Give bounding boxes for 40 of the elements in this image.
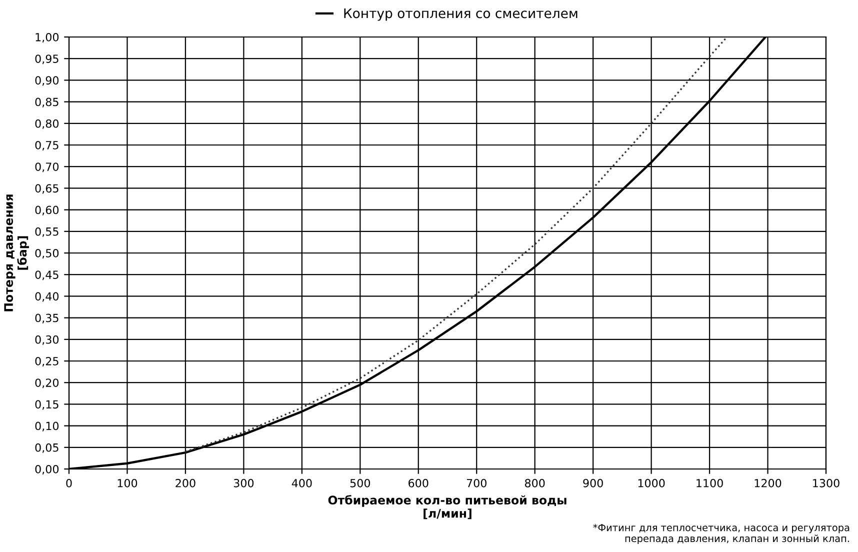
legend-label: Контур отопления со смесителем [344, 8, 578, 21]
y-tick-label: 0,05 [35, 443, 58, 453]
y-tick-label: 0,75 [35, 140, 58, 151]
x-tick-label: 1000 [638, 478, 665, 488]
y-tick-label: 0,40 [35, 292, 59, 302]
y-tick-label: 0,90 [35, 76, 59, 86]
y-tick-label: 0,30 [35, 335, 59, 345]
x-tick-label: 0 [66, 478, 72, 488]
x-axis-title: Отбираемое кол-во питьевой воды [л/мин] [328, 495, 566, 520]
y-tick-label: 0,85 [35, 98, 58, 108]
x-tick-label: 500 [350, 478, 370, 488]
x-tick-label: 700 [466, 478, 486, 488]
y-tick-label: 0,15 [35, 400, 58, 410]
x-tick-label: 800 [524, 478, 545, 488]
x-tick-label: 100 [118, 478, 138, 488]
x-tick-label: 900 [583, 478, 603, 488]
y-tick-label: 0,95 [35, 54, 58, 64]
y-tick-label: 0,00 [35, 464, 59, 475]
x-tick-label: 1300 [813, 478, 840, 488]
y-tick-label: 0,65 [35, 184, 58, 194]
x-tick-label: 1200 [754, 478, 782, 488]
x-tick-label: 400 [292, 478, 312, 488]
y-tick-label: 0,20 [35, 378, 59, 388]
x-tick-label: 600 [408, 478, 428, 488]
x-tick-label: 300 [234, 478, 254, 488]
text: *Фитинг для теплосчетчика, насоса и регулятора перепада давления, клапан и зонный клап. [593, 524, 850, 544]
y-tick-label: 0,35 [35, 314, 58, 324]
y-tick-label: 0,55 [35, 227, 58, 237]
line-series [184, 37, 728, 453]
y-tick-label: 0,70 [35, 162, 59, 172]
y-tick-label: 0,45 [35, 270, 58, 280]
y-tick-label: 0,10 [35, 422, 59, 432]
y-tick-label: 0,50 [35, 248, 59, 259]
y-tick-label: 0,25 [35, 356, 58, 367]
x-tick-label: 200 [176, 478, 196, 488]
y-axis-title: Потеря давления [бар] [4, 194, 29, 312]
y-tick-label: 1,00 [36, 32, 59, 43]
y-tick-label: 0,80 [35, 119, 59, 129]
y-tick-label: 0,60 [35, 206, 59, 216]
x-tick-label: 1100 [696, 478, 723, 488]
